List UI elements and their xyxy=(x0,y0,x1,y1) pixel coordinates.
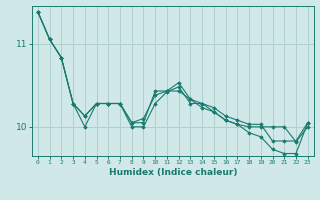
X-axis label: Humidex (Indice chaleur): Humidex (Indice chaleur) xyxy=(108,168,237,177)
